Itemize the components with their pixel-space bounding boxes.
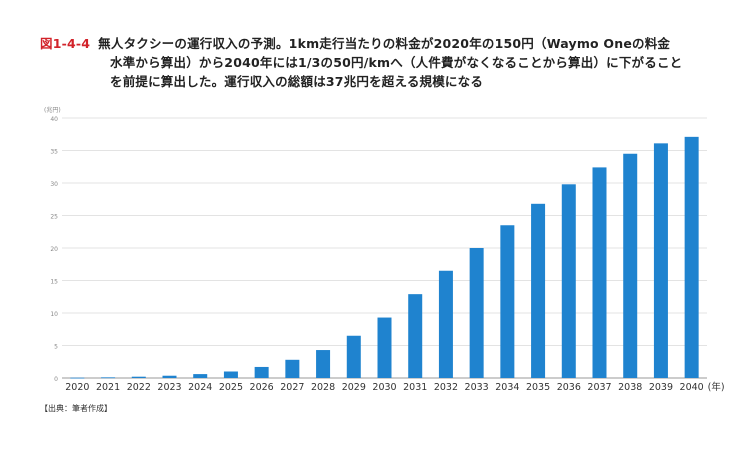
x-tick-label: 2027 bbox=[280, 382, 304, 393]
bar bbox=[70, 377, 85, 379]
x-tick-label: 2028 bbox=[311, 382, 335, 393]
x-tick-label: 2021 bbox=[96, 382, 120, 393]
x-tick-label: 2035 bbox=[526, 382, 550, 393]
y-tick-label: 35 bbox=[50, 149, 58, 156]
bar bbox=[223, 371, 238, 378]
caption-line-3: を前提に算出した。運行収入の総額は37兆円を超える規模になる bbox=[110, 74, 484, 89]
bar bbox=[316, 350, 331, 378]
y-tick-label: 30 bbox=[50, 181, 58, 188]
x-tick-label: 2024 bbox=[188, 382, 212, 393]
x-tick-label: 2040 bbox=[680, 382, 704, 393]
bar bbox=[408, 294, 423, 378]
bar bbox=[162, 375, 177, 378]
bar bbox=[653, 143, 668, 378]
y-tick-label: 40 bbox=[50, 116, 58, 123]
bar bbox=[346, 335, 361, 378]
x-tick-label: 2022 bbox=[127, 382, 151, 393]
x-tick-label: 2036 bbox=[557, 382, 581, 393]
x-tick-label: 2029 bbox=[342, 382, 366, 393]
source-note: 【出典：筆者作成】 bbox=[40, 404, 112, 413]
x-unit-label: (年) bbox=[708, 381, 725, 393]
y-unit-label: (兆円) bbox=[44, 106, 61, 114]
bar bbox=[623, 153, 638, 378]
x-tick-label: 2023 bbox=[157, 382, 181, 393]
figure-id: 図1-4-4 bbox=[40, 36, 91, 51]
y-tick-label: 15 bbox=[50, 279, 58, 286]
x-tick-label: 2037 bbox=[587, 382, 611, 393]
x-tick-label: 2026 bbox=[250, 382, 274, 393]
figure-caption: 図1-4-4 無人タクシーの運行収入の予測。1km走行当たりの料金が2020年の1… bbox=[40, 34, 730, 91]
y-tick-label: 10 bbox=[50, 311, 58, 318]
bar bbox=[438, 270, 453, 378]
x-tick-label: 2039 bbox=[649, 382, 673, 393]
y-tick-label: 5 bbox=[54, 344, 58, 351]
y-tick-label: 0 bbox=[54, 376, 58, 383]
x-tick-label: 2033 bbox=[465, 382, 489, 393]
x-tick-label: 2030 bbox=[372, 382, 396, 393]
y-tick-label: 25 bbox=[50, 214, 58, 221]
bar bbox=[101, 377, 116, 379]
x-tick-label: 2032 bbox=[434, 382, 458, 393]
x-tick-label: 2025 bbox=[219, 382, 243, 393]
bar bbox=[377, 317, 392, 378]
x-tick-label: 2034 bbox=[495, 382, 519, 393]
bar bbox=[531, 203, 546, 378]
bar bbox=[592, 167, 607, 378]
bar bbox=[193, 374, 208, 378]
x-tick-label: 2031 bbox=[403, 382, 427, 393]
bar bbox=[469, 248, 484, 378]
y-tick-label: 20 bbox=[50, 246, 58, 253]
bar bbox=[285, 359, 300, 378]
bar bbox=[254, 366, 269, 378]
caption-line-1: 図1-4-4 無人タクシーの運行収入の予測。1km走行当たりの料金が2020年の1… bbox=[40, 34, 730, 53]
x-tick-label: 2020 bbox=[65, 382, 89, 393]
bar bbox=[684, 136, 699, 378]
bar bbox=[561, 184, 576, 378]
caption-line-2: 水準から算出）から2040年には1/3の50円/kmへ（人件費がなくなることから… bbox=[110, 55, 683, 70]
bar bbox=[500, 225, 515, 378]
x-tick-label: 2038 bbox=[618, 382, 642, 393]
bar bbox=[131, 376, 146, 378]
caption-text-1: 無人タクシーの運行収入の予測。1km走行当たりの料金が2020年の150円（Wa… bbox=[98, 36, 671, 51]
